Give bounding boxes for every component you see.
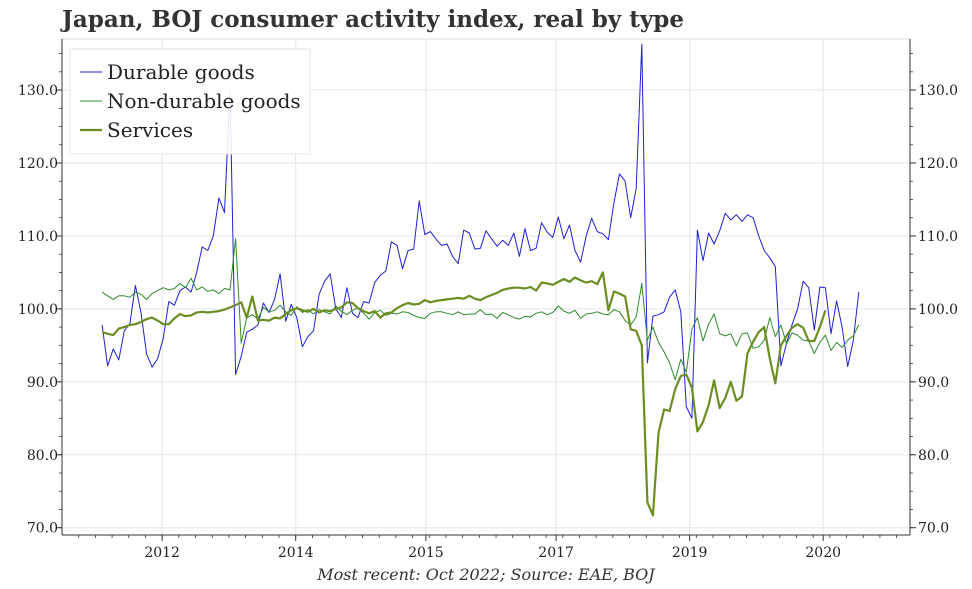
y-tick-label-right: 90.0	[918, 375, 949, 391]
y-tick-label-right: 110.0	[918, 229, 958, 245]
y-tick-label-right: 70.0	[918, 521, 949, 537]
axes: 70.0 70.0 80.0 80.0 90.0 90.0 100.0 100.0 110.0 1…	[18, 39, 958, 561]
y-tick-label-left: 80.0	[27, 448, 58, 464]
source-footnote: Most recent: Oct 2022; Source: EAE, BOJ	[317, 565, 655, 584]
legend-label: Services	[107, 118, 193, 142]
x-tick-label: 2017	[538, 545, 574, 561]
y-tick-label-left: 110.0	[18, 229, 58, 245]
y-tick-label-left: 100.0	[18, 302, 58, 318]
series-line-services	[101, 271, 827, 517]
y-tick-label-left: 120.0	[18, 156, 58, 172]
chart-title: Japan, BOJ consumer activity index, real…	[62, 6, 684, 33]
x-tick-label: 2014	[278, 545, 314, 561]
y-tick-label-left: 130.0	[18, 83, 58, 99]
legend-label: Non-durable goods	[107, 89, 301, 113]
legend-label: Durable goods	[107, 60, 255, 84]
x-tick-label: 2015	[408, 545, 444, 561]
y-tick-label-right: 120.0	[918, 156, 958, 172]
y-tick-label-right: 80.0	[918, 448, 949, 464]
x-tick-label: 2012	[144, 545, 180, 561]
y-tick-label-right: 130.0	[918, 83, 958, 99]
series-line-non-durable-goods	[101, 238, 860, 381]
y-tick-label-left: 90.0	[27, 375, 58, 391]
y-tick-label-left: 70.0	[27, 521, 58, 537]
x-tick-label: 2019	[672, 545, 708, 561]
legend-box	[69, 48, 311, 155]
x-tick-label: 2020	[805, 545, 841, 561]
y-tick-label-right: 100.0	[918, 302, 958, 318]
legend: Durable goods Non-durable goods Services	[69, 48, 311, 155]
